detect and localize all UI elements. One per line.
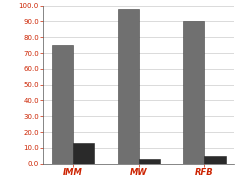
Bar <box>52 45 73 164</box>
Bar <box>183 21 204 164</box>
Bar <box>73 143 94 164</box>
Bar <box>118 9 139 164</box>
Bar <box>139 159 160 164</box>
Bar <box>204 156 226 164</box>
